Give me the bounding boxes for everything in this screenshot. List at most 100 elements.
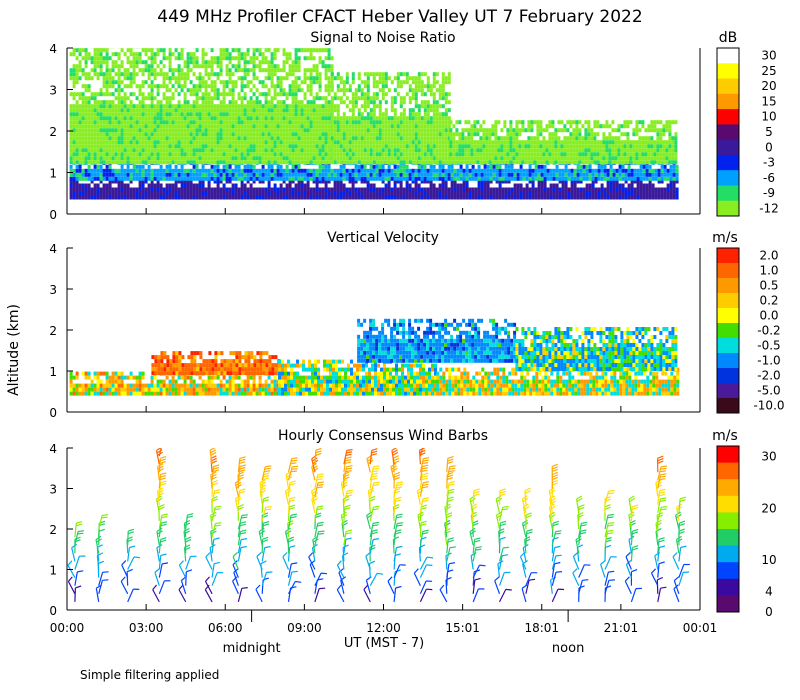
heatmap-cell bbox=[174, 76, 178, 81]
heatmap-cell bbox=[675, 179, 679, 184]
heatmap-cell bbox=[545, 152, 549, 157]
heatmap-cell bbox=[516, 195, 520, 200]
heatmap-cell bbox=[482, 148, 486, 153]
heatmap-cell bbox=[249, 96, 253, 101]
heatmap-cell bbox=[467, 160, 471, 165]
heatmap-cell bbox=[261, 48, 265, 49]
heatmap-cell bbox=[75, 132, 79, 137]
heatmap-cell bbox=[156, 116, 160, 121]
heatmap-cell bbox=[222, 191, 226, 196]
heatmap-cell bbox=[530, 136, 534, 141]
heatmap-cell bbox=[639, 179, 643, 184]
heatmap-cell bbox=[609, 183, 613, 188]
heatmap-cell bbox=[447, 100, 451, 105]
heatmap-cell bbox=[282, 88, 286, 93]
heatmap-cell bbox=[603, 164, 607, 169]
heatmap-cell bbox=[444, 160, 448, 165]
heatmap-cell bbox=[408, 132, 412, 137]
heatmap-cell bbox=[135, 156, 139, 161]
heatmap-cell bbox=[147, 48, 151, 53]
heatmap-cell bbox=[75, 148, 79, 153]
heatmap-cell bbox=[372, 156, 376, 161]
heatmap-cell bbox=[240, 183, 244, 188]
heatmap-cell bbox=[507, 172, 511, 177]
heatmap-cell bbox=[273, 152, 277, 157]
heatmap-cell bbox=[510, 187, 514, 192]
heatmap-cell bbox=[78, 104, 82, 109]
heatmap-cell bbox=[273, 56, 277, 61]
heatmap-cell bbox=[129, 76, 133, 81]
heatmap-cell bbox=[512, 132, 516, 137]
heatmap-cell bbox=[150, 144, 154, 149]
heatmap-cell bbox=[426, 88, 430, 93]
heatmap-cell bbox=[282, 132, 286, 137]
heatmap-cell bbox=[177, 100, 181, 105]
heatmap-cell bbox=[105, 72, 109, 77]
heatmap-cell bbox=[551, 136, 555, 141]
heatmap-cell bbox=[381, 136, 385, 141]
heatmap-cell bbox=[144, 160, 148, 165]
heatmap-cell bbox=[348, 160, 352, 165]
heatmap-cell bbox=[87, 160, 91, 165]
heatmap-cell bbox=[78, 52, 82, 57]
heatmap-cell bbox=[219, 52, 223, 57]
heatmap-cell bbox=[524, 144, 528, 149]
heatmap-cell bbox=[225, 120, 229, 125]
heatmap-cell bbox=[225, 176, 229, 181]
heatmap-cell bbox=[324, 176, 328, 181]
heatmap-cell bbox=[453, 187, 457, 192]
heatmap-cell bbox=[108, 148, 112, 153]
heatmap-cell bbox=[120, 144, 124, 149]
heatmap-cell bbox=[507, 195, 511, 200]
heatmap-cell bbox=[252, 100, 256, 105]
heatmap-cell bbox=[509, 152, 513, 157]
heatmap-cell bbox=[120, 48, 124, 53]
heatmap-cell bbox=[78, 172, 82, 177]
heatmap-cell bbox=[243, 104, 247, 109]
heatmap-cell bbox=[90, 128, 94, 133]
heatmap-cell bbox=[210, 156, 214, 161]
heatmap-cell bbox=[144, 64, 148, 69]
heatmap-cell bbox=[512, 136, 516, 141]
heatmap-cell bbox=[630, 191, 634, 196]
heatmap-cell bbox=[336, 112, 340, 117]
heatmap-cell bbox=[219, 136, 223, 141]
heatmap-cell bbox=[378, 76, 382, 81]
heatmap-cell bbox=[573, 187, 577, 192]
heatmap-cell bbox=[669, 195, 673, 200]
heatmap-cell bbox=[294, 48, 298, 53]
heatmap-cell bbox=[219, 64, 223, 69]
heatmap-cell bbox=[240, 176, 244, 181]
heatmap-cell bbox=[288, 84, 292, 89]
heatmap-cell bbox=[321, 136, 325, 141]
heatmap-cell bbox=[381, 80, 385, 85]
heatmap-cell bbox=[429, 160, 433, 165]
heatmap-cell bbox=[198, 183, 202, 188]
heatmap-cell bbox=[258, 156, 262, 161]
heatmap-cell bbox=[285, 132, 289, 137]
heatmap-cell bbox=[177, 172, 181, 177]
heatmap-cell bbox=[126, 187, 130, 192]
heatmap-cell bbox=[539, 128, 543, 133]
heatmap-cell bbox=[264, 176, 268, 181]
heatmap-cell bbox=[270, 144, 274, 149]
heatmap-cell bbox=[461, 128, 465, 133]
heatmap-cell bbox=[129, 60, 133, 65]
heatmap-cell bbox=[315, 160, 319, 165]
heatmap-cell bbox=[357, 128, 361, 133]
heatmap-cell bbox=[258, 52, 262, 57]
heatmap-cell bbox=[168, 195, 172, 200]
heatmap-cell bbox=[84, 187, 88, 192]
heatmap-cell bbox=[381, 176, 385, 181]
heatmap-cell bbox=[114, 120, 118, 125]
heatmap-cell bbox=[285, 164, 289, 169]
heatmap-cell bbox=[396, 152, 400, 157]
heatmap-cell bbox=[318, 187, 322, 192]
heatmap-cell bbox=[90, 172, 94, 177]
heatmap-cell bbox=[612, 172, 616, 177]
heatmap-cell bbox=[84, 183, 88, 188]
heatmap-cell bbox=[156, 92, 160, 97]
heatmap-cell bbox=[180, 179, 184, 184]
heatmap-cell bbox=[300, 140, 304, 145]
heatmap-cell bbox=[512, 152, 516, 157]
